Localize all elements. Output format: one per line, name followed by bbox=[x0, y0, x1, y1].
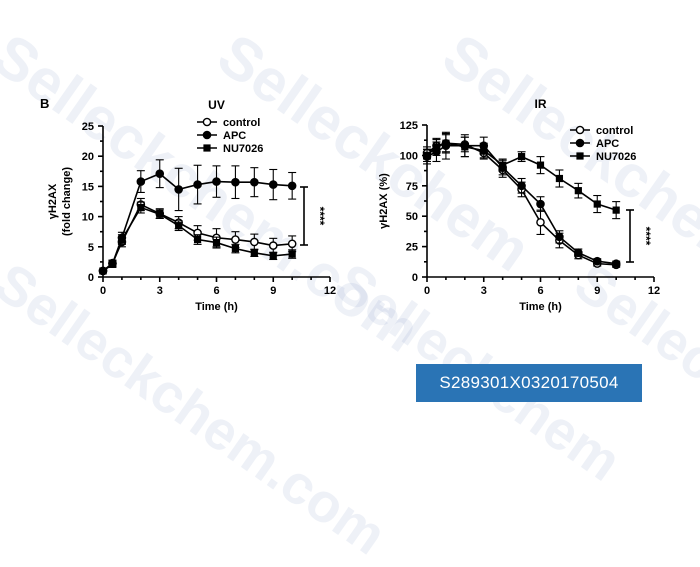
series-nu7026 bbox=[423, 132, 621, 220]
y-tick-label: 50 bbox=[406, 211, 418, 223]
data-point bbox=[250, 177, 259, 187]
legend-label: APC bbox=[223, 130, 246, 142]
data-point bbox=[193, 235, 202, 244]
data-point bbox=[136, 177, 146, 186]
data-point bbox=[288, 250, 296, 258]
x-tick-label: 0 bbox=[100, 285, 106, 297]
data-point bbox=[592, 256, 602, 266]
data-point bbox=[517, 181, 526, 191]
y-tick-label: 125 bbox=[400, 120, 418, 132]
panel-label: B bbox=[40, 96, 49, 111]
y-tick-label: 75 bbox=[406, 181, 418, 193]
x-tick-label: 3 bbox=[481, 285, 487, 297]
significance-label: **** bbox=[639, 227, 653, 246]
x-tick-label: 12 bbox=[648, 285, 660, 297]
data-point bbox=[174, 185, 183, 194]
y-axis-label: γH2AX bbox=[47, 183, 59, 219]
x-tick-label: 6 bbox=[537, 285, 543, 297]
data-point bbox=[593, 200, 601, 208]
x-axis-label: Time (h) bbox=[195, 301, 238, 313]
data-point bbox=[108, 260, 117, 268]
data-point bbox=[574, 187, 582, 195]
data-point bbox=[193, 180, 202, 189]
data-point bbox=[231, 245, 240, 253]
y-axis-label-unit: (fold change) bbox=[61, 167, 73, 236]
legend-marker bbox=[575, 125, 585, 135]
data-point bbox=[555, 232, 564, 242]
data-point bbox=[287, 181, 297, 191]
data-point bbox=[268, 180, 278, 189]
legend-marker bbox=[576, 152, 584, 160]
image-id-badge: S289301X0320170504 bbox=[416, 364, 642, 402]
data-point bbox=[442, 139, 450, 147]
data-point bbox=[287, 239, 297, 249]
significance-label: **** bbox=[313, 207, 327, 226]
legend-marker bbox=[203, 144, 211, 152]
x-tick-label: 6 bbox=[213, 285, 219, 297]
y-tick-label: 100 bbox=[400, 150, 418, 162]
data-point bbox=[231, 177, 240, 187]
data-point bbox=[212, 238, 221, 247]
chart-title: UV bbox=[208, 98, 225, 112]
data-point bbox=[118, 235, 126, 244]
y-tick-label: 20 bbox=[82, 151, 94, 163]
series-apc bbox=[98, 159, 297, 276]
data-point bbox=[250, 237, 259, 247]
legend-marker bbox=[202, 117, 212, 127]
chart-uv: 0 5 10 15 20 25 0 3 6 9 12 UV Time (h) γH2AX (fold cha… bbox=[47, 98, 336, 313]
data-point bbox=[536, 217, 545, 227]
data-point bbox=[480, 146, 488, 155]
y-tick-label: 25 bbox=[406, 242, 418, 254]
legend-label: NU7026 bbox=[223, 143, 263, 155]
data-point bbox=[517, 153, 526, 161]
data-point bbox=[269, 252, 277, 260]
legend-label: NU7026 bbox=[596, 151, 636, 163]
y-tick-label: 15 bbox=[82, 181, 94, 193]
y-tick-label: 0 bbox=[88, 272, 94, 284]
chart-title: IR bbox=[535, 97, 547, 111]
data-point bbox=[499, 161, 507, 169]
data-point bbox=[175, 222, 183, 230]
x-tick-label: 9 bbox=[594, 285, 600, 297]
legend-marker bbox=[575, 138, 585, 148]
legend-marker bbox=[202, 130, 212, 140]
y-tick-label: 5 bbox=[88, 242, 94, 254]
data-point bbox=[432, 143, 441, 151]
data-point bbox=[137, 203, 145, 212]
data-point bbox=[231, 235, 240, 244]
legend-label: control bbox=[223, 117, 260, 129]
data-point bbox=[461, 143, 469, 151]
data-point bbox=[212, 177, 221, 186]
y-axis-label: γH2AX (%) bbox=[378, 173, 390, 229]
x-tick-label: 12 bbox=[324, 285, 336, 297]
data-point bbox=[99, 267, 107, 275]
data-point bbox=[612, 206, 620, 214]
y-tick-label: 0 bbox=[412, 272, 418, 284]
chart-ir: 0 25 50 75 100 125 0 3 6 9 12 IR Time (h) γH2AX (%) co… bbox=[378, 97, 660, 313]
legend-label: control bbox=[596, 125, 633, 137]
y-tick-label: 25 bbox=[82, 121, 94, 133]
figure-canvas: B 0 5 10 15 20 25 0 3 6 9 12 UV Time (h) γH2AX (fold c… bbox=[40, 96, 660, 313]
series-nu7026 bbox=[99, 201, 297, 275]
data-point bbox=[156, 210, 164, 218]
data-point bbox=[536, 199, 545, 209]
data-point bbox=[611, 259, 621, 268]
data-point bbox=[555, 174, 564, 183]
x-tick-label: 0 bbox=[424, 285, 430, 297]
data-point bbox=[574, 248, 583, 257]
data-point bbox=[268, 241, 278, 250]
legend-label: APC bbox=[596, 138, 619, 150]
data-point bbox=[155, 169, 165, 179]
x-tick-label: 9 bbox=[270, 285, 276, 297]
data-point bbox=[423, 151, 431, 159]
series-line bbox=[426, 144, 617, 265]
data-point bbox=[536, 161, 545, 169]
x-tick-label: 3 bbox=[157, 285, 163, 297]
y-tick-label: 10 bbox=[82, 212, 94, 224]
data-point bbox=[250, 249, 258, 257]
x-axis-label: Time (h) bbox=[519, 301, 562, 313]
